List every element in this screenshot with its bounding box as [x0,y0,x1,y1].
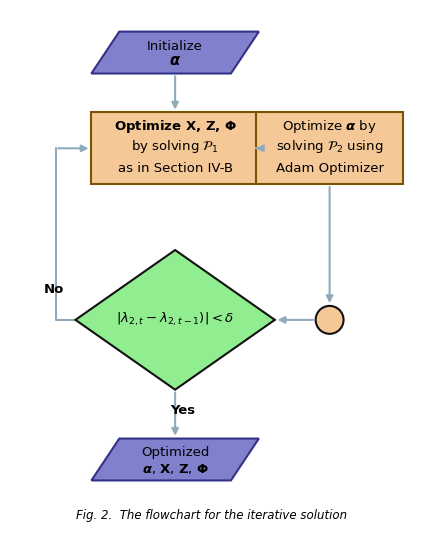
Text: $\boldsymbol{\alpha}$: $\boldsymbol{\alpha}$ [169,53,181,68]
Text: Optimized: Optimized [141,446,209,459]
Polygon shape [75,250,275,390]
Text: Initialize: Initialize [147,40,203,53]
FancyBboxPatch shape [92,112,259,184]
Text: $|\lambda_{2,t} - \lambda_{2,t-1})| < \delta$: $|\lambda_{2,t} - \lambda_{2,t-1})| < \d… [116,311,234,328]
Text: Adam Optimizer: Adam Optimizer [276,162,384,175]
Text: Optimize $\boldsymbol{\alpha}$ by: Optimize $\boldsymbol{\alpha}$ by [282,118,377,135]
Text: solving $\mathcal{P}_2$ using: solving $\mathcal{P}_2$ using [276,138,383,155]
Circle shape [315,306,343,334]
Polygon shape [92,438,259,481]
Text: as in Section IV-B: as in Section IV-B [117,162,233,175]
Text: No: No [43,284,64,296]
Polygon shape [92,32,259,74]
FancyBboxPatch shape [256,112,403,184]
Text: Fig. 2.  The flowchart for the iterative solution: Fig. 2. The flowchart for the iterative … [76,509,348,522]
Text: by solving $\mathcal{P}_1$: by solving $\mathcal{P}_1$ [131,138,219,155]
Text: Optimize $\mathbf{X}$, $\mathbf{Z}$, $\boldsymbol{\Phi}$: Optimize $\mathbf{X}$, $\mathbf{Z}$, $\b… [114,118,237,135]
Text: $\boldsymbol{\alpha}$, $\mathbf{X}$, $\mathbf{Z}$, $\boldsymbol{\Phi}$: $\boldsymbol{\alpha}$, $\mathbf{X}$, $\m… [142,462,209,476]
Text: Yes: Yes [170,404,195,417]
